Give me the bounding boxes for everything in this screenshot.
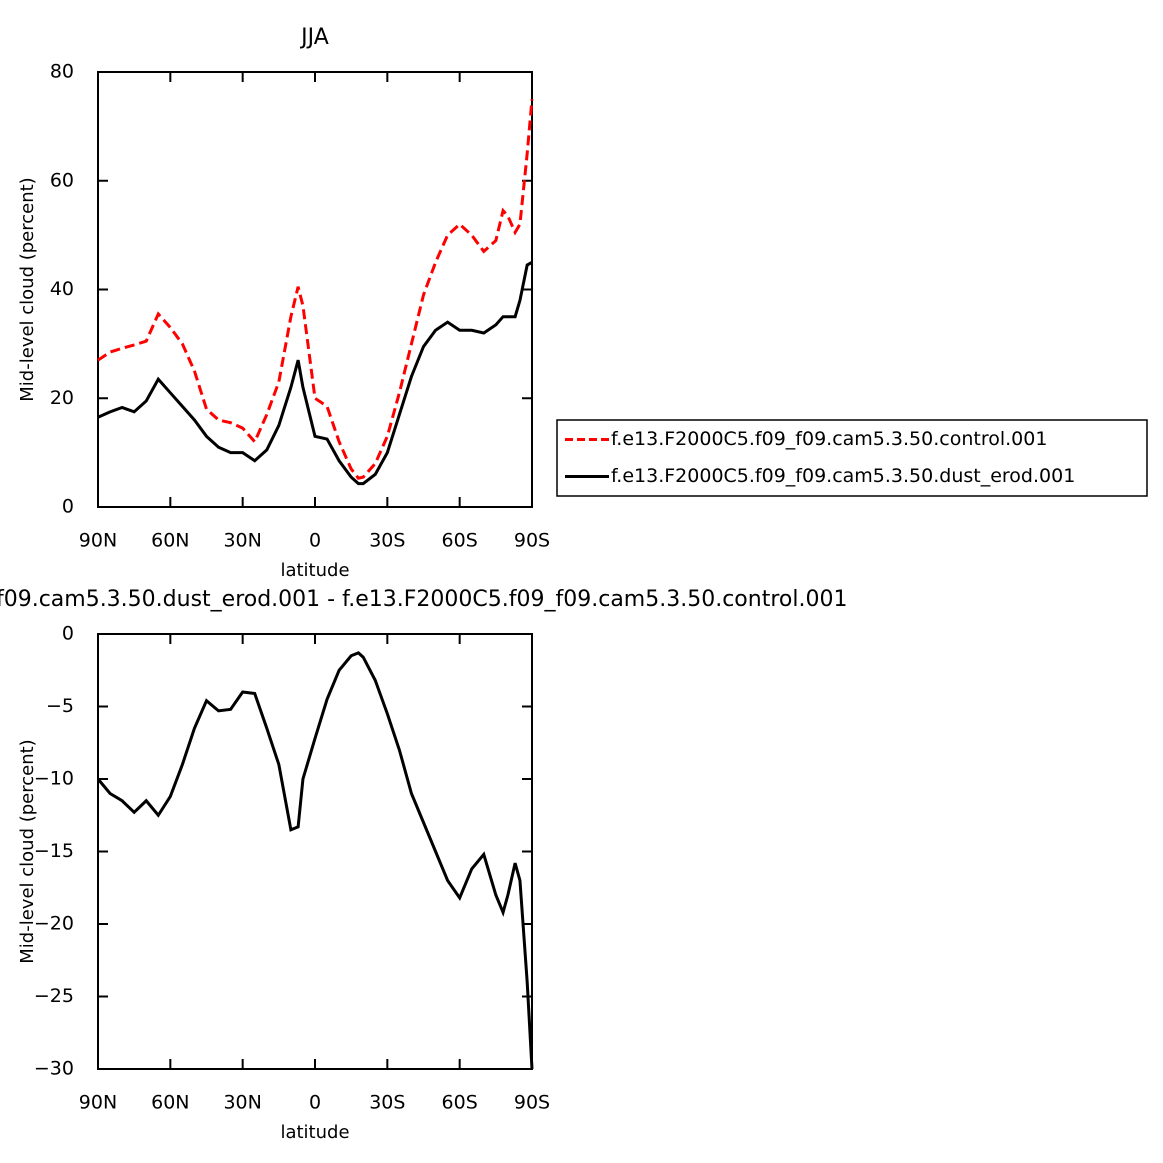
x-tick-label: 0: [309, 530, 321, 552]
x-tick-label: 60S: [442, 1092, 478, 1114]
plot-frame: [97, 633, 533, 1070]
legend-label: f.e13.F2000C5.f09_f09.cam5.3.50.control.…: [611, 428, 1047, 450]
data-line: [97, 99, 534, 480]
y-tick-label: 60: [50, 169, 74, 191]
x-tick-label: 90S: [514, 1092, 550, 1114]
legend-box: [556, 419, 1148, 497]
y-tick-label: −20: [34, 913, 74, 935]
data-line: [97, 261, 533, 486]
y-tick-label: 20: [50, 387, 74, 409]
x-tick-label: 90S: [514, 530, 550, 552]
data-line: [96, 651, 534, 1070]
x-tick-label: 30S: [369, 530, 405, 552]
y-tick-label: −25: [34, 985, 74, 1007]
x-tick-label: 90N: [79, 1092, 117, 1114]
y-tick-label: 0: [62, 496, 74, 518]
x-tick-label: 30S: [369, 1092, 405, 1114]
y-tick-label: −30: [34, 1058, 74, 1080]
legend-label: f.e13.F2000C5.f09_f09.cam5.3.50.dust_ero…: [611, 465, 1075, 487]
x-tick-label: 90N: [79, 530, 117, 552]
x-axis-label: latitude: [280, 1122, 349, 1143]
chart-title: f.e13.F2000C5.f09_f09.cam5.3.50.dust_ero…: [0, 587, 847, 612]
x-axis-label: latitude: [280, 560, 349, 581]
x-tick-label: 60N: [151, 1092, 189, 1114]
y-tick-label: 80: [50, 61, 74, 83]
plot-frame: [97, 71, 533, 508]
y-tick-label: 40: [50, 278, 74, 300]
x-tick-label: 30N: [223, 1092, 261, 1114]
y-axis-label: Mid-level cloud (percent): [17, 739, 38, 963]
y-tick-label: −15: [34, 840, 74, 862]
x-tick-label: 30N: [223, 530, 261, 552]
y-axis-label: Mid-level cloud (percent): [17, 177, 38, 401]
y-tick-label: 0: [62, 623, 74, 645]
chart-title: JJA: [299, 25, 329, 50]
x-tick-label: 0: [309, 1092, 321, 1114]
x-tick-label: 60N: [151, 530, 189, 552]
y-tick-label: −5: [46, 695, 74, 717]
x-tick-label: 60S: [442, 530, 478, 552]
y-tick-label: −10: [34, 768, 74, 790]
